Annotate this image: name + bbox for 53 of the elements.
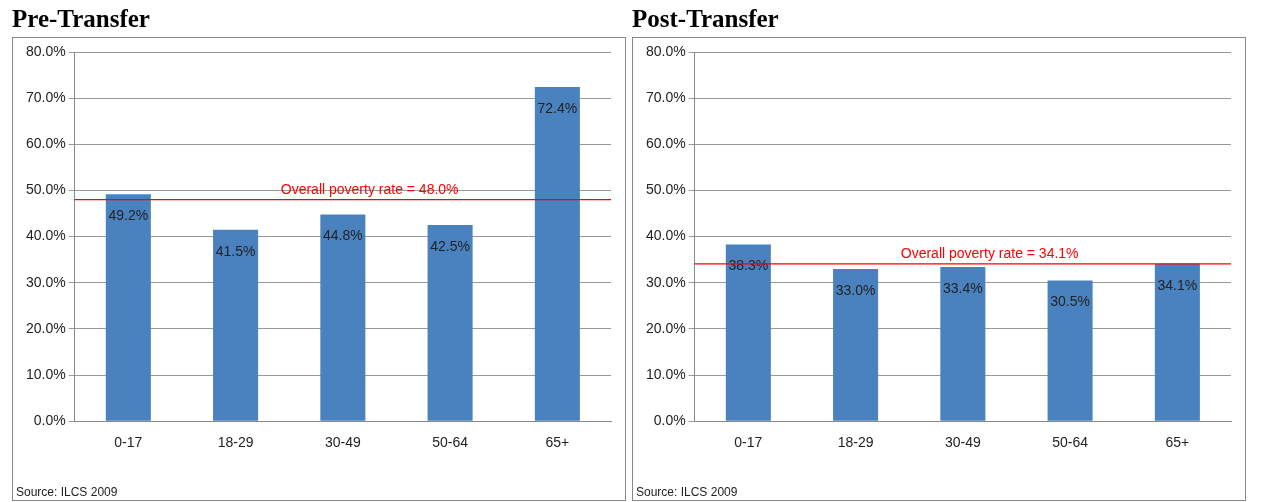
data-label: 34.1% (1157, 276, 1198, 293)
data-label: 33.0% (835, 281, 876, 298)
bar (534, 87, 580, 421)
x-tick-label: 18-29 (217, 434, 254, 451)
x-tick-label: 30-49 (944, 434, 981, 451)
ref-line-label: Overall poverty rate = 48.0% (280, 180, 459, 197)
y-tick-label: 50.0% (645, 181, 686, 198)
y-tick-label: 20.0% (645, 319, 686, 336)
bar (320, 214, 366, 421)
x-tick-label: 50-64 (432, 434, 469, 451)
data-label: 41.5% (215, 242, 256, 259)
x-tick-label: 30-49 (324, 434, 361, 451)
x-tick-label: 0-17 (734, 434, 763, 451)
y-tick-label: 50.0% (25, 181, 66, 198)
bar (427, 225, 473, 421)
y-tick-label: 70.0% (25, 89, 66, 106)
data-label: 42.5% (430, 237, 470, 254)
data-label: 72.4% (537, 99, 578, 116)
bar (105, 194, 151, 421)
y-tick-label: 10.0% (25, 365, 66, 382)
bar (940, 267, 986, 421)
chart-title: Post-Transfer (632, 4, 780, 34)
data-label: 30.5% (1050, 293, 1090, 310)
data-label: 44.8% (323, 227, 363, 244)
data-label: 49.2% (108, 207, 149, 223)
y-tick-label: 30.0% (645, 273, 686, 290)
x-tick-label: 65+ (545, 434, 570, 451)
y-tick-label: 80.0% (25, 42, 66, 59)
y-tick-label: 0.0% (33, 412, 66, 429)
chart-title: Pre-Transfer (12, 4, 151, 34)
y-tick-label: 80.0% (645, 42, 686, 59)
bar (833, 268, 879, 421)
source-note: Source: ILCS 2009 (16, 485, 118, 499)
y-tick-label: 70.0% (645, 89, 686, 106)
x-tick-label: 50-64 (1052, 434, 1089, 451)
bar (1047, 280, 1093, 421)
y-tick-label: 0.0% (653, 412, 686, 429)
y-tick-label: 30.0% (25, 273, 66, 290)
y-tick-label: 60.0% (645, 135, 686, 152)
bar (213, 229, 259, 421)
y-tick-label: 20.0% (25, 319, 66, 336)
x-tick-label: 65+ (1165, 434, 1190, 451)
y-tick-label: 40.0% (645, 227, 686, 244)
source-note: Source: ILCS 2009 (636, 485, 738, 499)
data-label: 33.4% (943, 279, 983, 296)
x-tick-label: 0-17 (114, 434, 143, 451)
ref-line-label: Overall poverty rate = 34.1% (900, 244, 1079, 261)
x-tick-label: 18-29 (837, 434, 874, 451)
bar (725, 244, 771, 421)
y-tick-label: 40.0% (25, 227, 66, 244)
y-tick-label: 60.0% (25, 135, 66, 152)
y-tick-label: 10.0% (645, 365, 686, 382)
bar (1154, 263, 1200, 421)
